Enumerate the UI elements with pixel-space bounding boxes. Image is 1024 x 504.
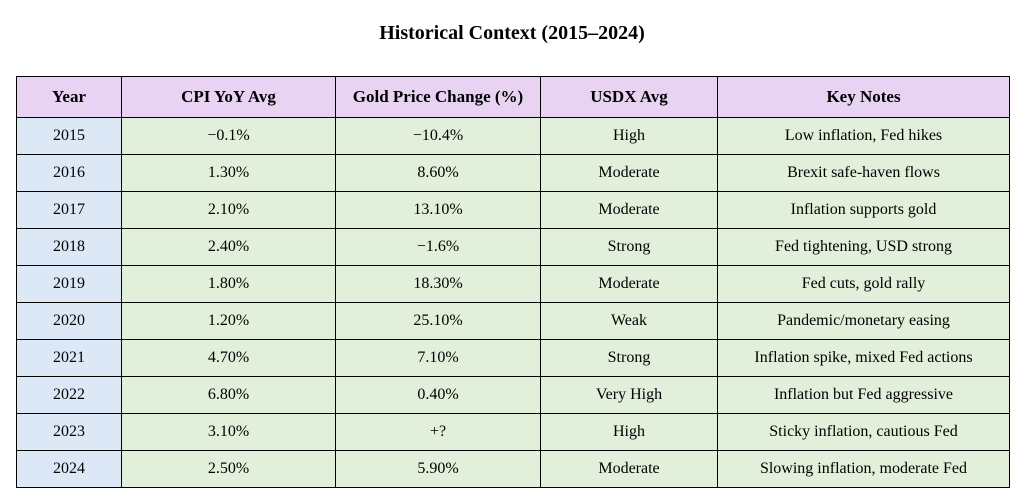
cell-gold-change: −1.6% bbox=[335, 228, 541, 266]
cell-cpi: 1.30% bbox=[121, 154, 336, 192]
cell-year: 2022 bbox=[16, 376, 122, 414]
historical-context-table: Year CPI YoY Avg Gold Price Change (%) U… bbox=[16, 76, 1010, 488]
cell-key-notes: Inflation spike, mixed Fed actions bbox=[717, 339, 1010, 377]
cell-gold-change: 0.40% bbox=[335, 376, 541, 414]
table-row: 2020 1.20% 25.10% Weak Pandemic/monetary… bbox=[16, 302, 1010, 340]
cell-year: 2017 bbox=[16, 191, 122, 229]
column-header-cpi: CPI YoY Avg bbox=[121, 76, 336, 118]
cell-key-notes: Fed cuts, gold rally bbox=[717, 265, 1010, 303]
cell-usdx: Moderate bbox=[540, 265, 718, 303]
cell-year: 2021 bbox=[16, 339, 122, 377]
cell-gold-change: 13.10% bbox=[335, 191, 541, 229]
table-row: 2023 3.10% +? High Sticky inflation, cau… bbox=[16, 413, 1010, 451]
cell-key-notes: Fed tightening, USD strong bbox=[717, 228, 1010, 266]
cell-year: 2018 bbox=[16, 228, 122, 266]
cell-cpi: 4.70% bbox=[121, 339, 336, 377]
table-row: 2021 4.70% 7.10% Strong Inflation spike,… bbox=[16, 339, 1010, 377]
cell-cpi: −0.1% bbox=[121, 117, 336, 155]
column-header-usdx: USDX Avg bbox=[540, 76, 718, 118]
cell-gold-change: 7.10% bbox=[335, 339, 541, 377]
cell-key-notes: Brexit safe‑haven flows bbox=[717, 154, 1010, 192]
cell-key-notes: Slowing inflation, moderate Fed bbox=[717, 450, 1010, 488]
cell-year: 2024 bbox=[16, 450, 122, 488]
cell-key-notes: Pandemic/monetary easing bbox=[717, 302, 1010, 340]
column-header-year: Year bbox=[16, 76, 122, 118]
table-row: 2017 2.10% 13.10% Moderate Inflation sup… bbox=[16, 191, 1010, 229]
cell-usdx: Strong bbox=[540, 339, 718, 377]
cell-usdx: Strong bbox=[540, 228, 718, 266]
cell-cpi: 2.40% bbox=[121, 228, 336, 266]
cell-usdx: Moderate bbox=[540, 450, 718, 488]
table-header-row: Year CPI YoY Avg Gold Price Change (%) U… bbox=[16, 76, 1010, 118]
cell-cpi: 2.10% bbox=[121, 191, 336, 229]
table-row: 2019 1.80% 18.30% Moderate Fed cuts, gol… bbox=[16, 265, 1010, 303]
cell-gold-change: +? bbox=[335, 413, 541, 451]
cell-cpi: 6.80% bbox=[121, 376, 336, 414]
table-row: 2018 2.40% −1.6% Strong Fed tightening, … bbox=[16, 228, 1010, 266]
cell-key-notes: Inflation but Fed aggressive bbox=[717, 376, 1010, 414]
cell-cpi: 1.20% bbox=[121, 302, 336, 340]
cell-cpi: 3.10% bbox=[121, 413, 336, 451]
cell-usdx: Moderate bbox=[540, 154, 718, 192]
cell-year: 2020 bbox=[16, 302, 122, 340]
cell-year: 2019 bbox=[16, 265, 122, 303]
cell-key-notes: Sticky inflation, cautious Fed bbox=[717, 413, 1010, 451]
cell-cpi: 2.50% bbox=[121, 450, 336, 488]
cell-usdx: Weak bbox=[540, 302, 718, 340]
cell-usdx: High bbox=[540, 413, 718, 451]
cell-year: 2015 bbox=[16, 117, 122, 155]
cell-usdx: Moderate bbox=[540, 191, 718, 229]
table-row: 2022 6.80% 0.40% Very High Inflation but… bbox=[16, 376, 1010, 414]
table-title: Historical Context (2015–2024) bbox=[379, 22, 645, 44]
cell-year: 2016 bbox=[16, 154, 122, 192]
table-row: 2016 1.30% 8.60% Moderate Brexit safe‑ha… bbox=[16, 154, 1010, 192]
cell-key-notes: Low inflation, Fed hikes bbox=[717, 117, 1010, 155]
cell-cpi: 1.80% bbox=[121, 265, 336, 303]
cell-gold-change: 5.90% bbox=[335, 450, 541, 488]
cell-gold-change: −10.4% bbox=[335, 117, 541, 155]
column-header-key-notes: Key Notes bbox=[717, 76, 1010, 118]
table-row: 2024 2.50% 5.90% Moderate Slowing inflat… bbox=[16, 450, 1010, 488]
cell-gold-change: 25.10% bbox=[335, 302, 541, 340]
cell-year: 2023 bbox=[16, 413, 122, 451]
cell-key-notes: Inflation supports gold bbox=[717, 191, 1010, 229]
cell-gold-change: 18.30% bbox=[335, 265, 541, 303]
cell-usdx: High bbox=[540, 117, 718, 155]
column-header-gold-change: Gold Price Change (%) bbox=[335, 76, 541, 118]
cell-gold-change: 8.60% bbox=[335, 154, 541, 192]
cell-usdx: Very High bbox=[540, 376, 718, 414]
table-row: 2015 −0.1% −10.4% High Low inflation, Fe… bbox=[16, 117, 1010, 155]
